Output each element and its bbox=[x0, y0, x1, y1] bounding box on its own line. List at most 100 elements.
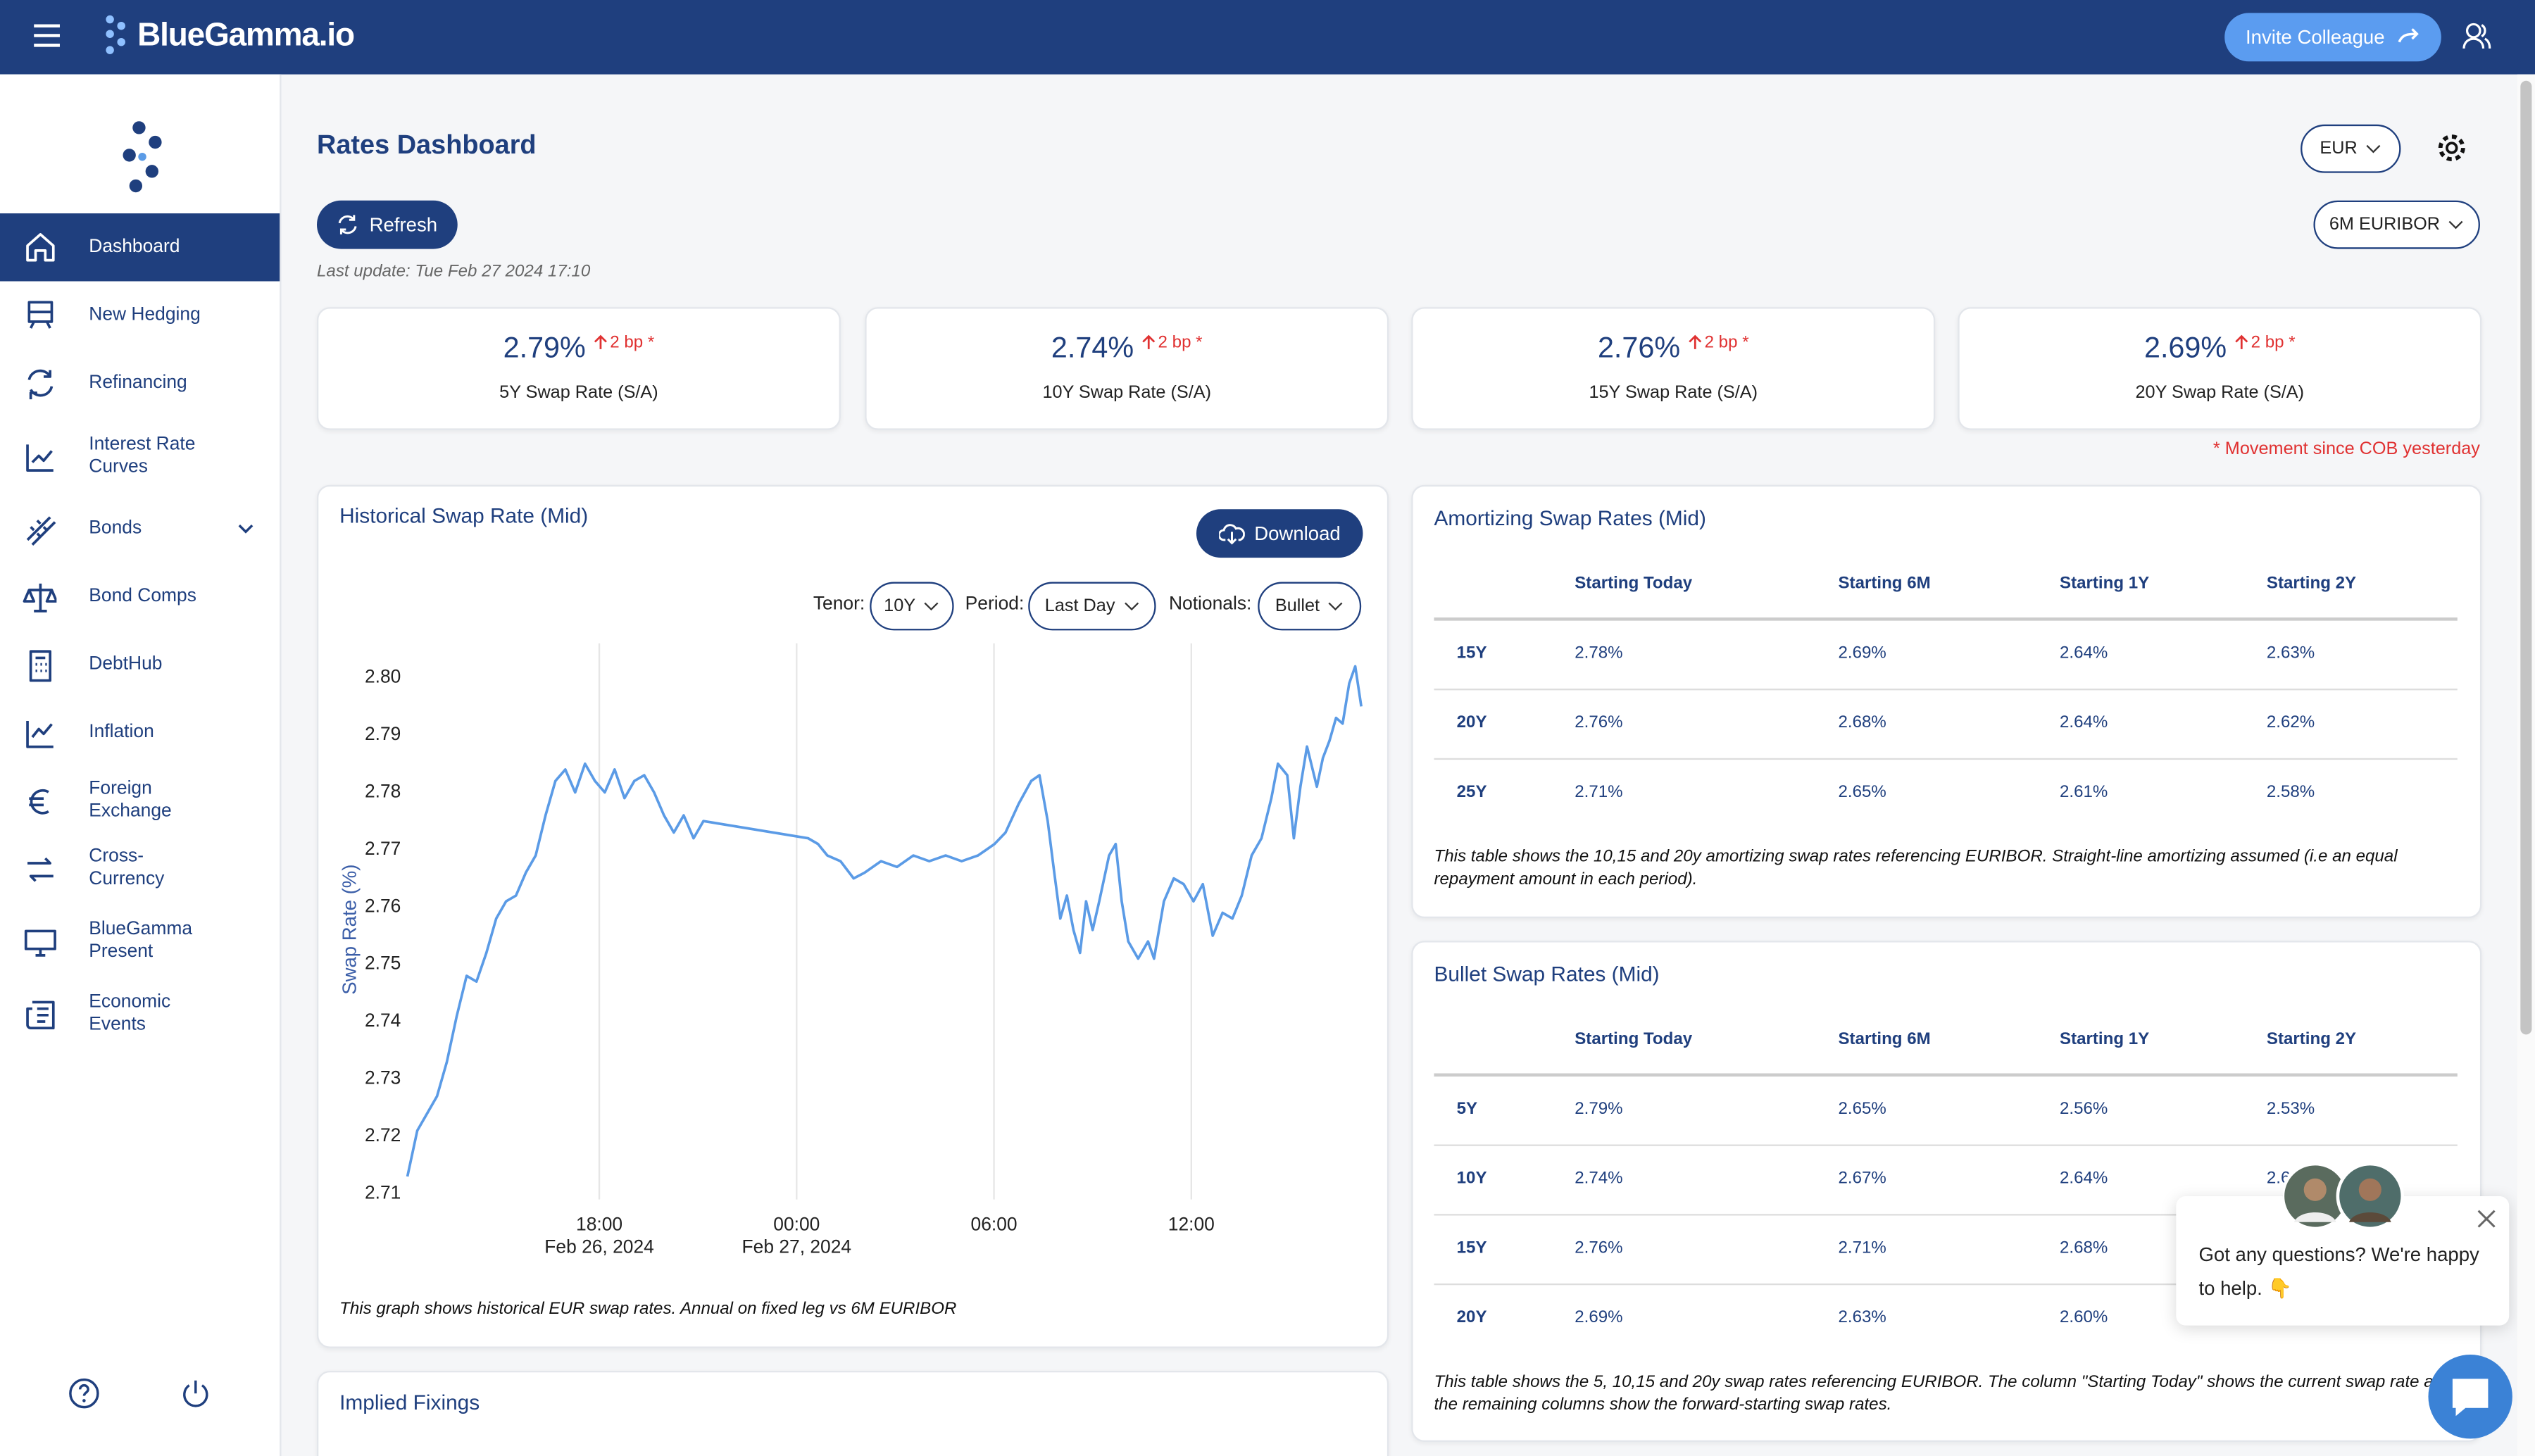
cell: 2.79% bbox=[1575, 1099, 1623, 1119]
cell: 2.71% bbox=[1575, 782, 1623, 802]
refresh-button[interactable]: Refresh bbox=[317, 200, 458, 249]
x-tick-date: Feb 27, 2024 bbox=[742, 1236, 852, 1257]
refresh-icon bbox=[339, 215, 358, 234]
chart-note: This graph shows historical EUR swap rat… bbox=[339, 1299, 956, 1318]
bullet-card: Bullet Swap Rates (Mid) Starting Today Sta… bbox=[1411, 941, 2482, 1442]
y-tick-label: 2.79 bbox=[365, 723, 401, 744]
row-rule bbox=[1434, 1283, 2458, 1286]
column-header: Starting 2Y bbox=[2266, 574, 2357, 594]
cell: 2.76% bbox=[1575, 713, 1623, 733]
nav-item[interactable]: Cross-Currency bbox=[0, 834, 280, 902]
chat-launcher[interactable] bbox=[2427, 1353, 2514, 1441]
nav-label: Economic Events bbox=[89, 992, 171, 1035]
nav-icon bbox=[27, 857, 54, 882]
logout-icon[interactable] bbox=[180, 1377, 212, 1410]
index-select[interactable]: 6M EURIBOR bbox=[2313, 200, 2480, 249]
header-rule bbox=[1434, 617, 2458, 621]
nav-icon bbox=[26, 1000, 55, 1030]
y-tick-label: 2.71 bbox=[365, 1181, 401, 1203]
nav-icon-path bbox=[26, 1000, 55, 1030]
nav-item[interactable]: BlueGamma Present bbox=[0, 907, 280, 974]
row-tenor: 15Y bbox=[1456, 643, 1487, 663]
row-tenor: 25Y bbox=[1456, 782, 1487, 802]
header-rule bbox=[1434, 1073, 2458, 1077]
nav-item[interactable]: Bond Comps bbox=[0, 563, 280, 630]
column-header: Starting 1Y bbox=[2060, 574, 2150, 594]
table-note: This table shows the 10,15 and 20y amort… bbox=[1434, 847, 2398, 889]
rate-card: 2.76% 2 bp * 15Y Swap Rate (S/A) bbox=[1411, 307, 1936, 430]
nav-item[interactable]: Interest Rate Curves bbox=[0, 422, 280, 489]
scrollbar-thumb[interactable] bbox=[2520, 80, 2532, 1035]
nav-label: Interest Rate Curves bbox=[89, 434, 196, 477]
up-arrow-path bbox=[2235, 334, 2248, 349]
implied-fixings-card: Implied Fixings bbox=[317, 1370, 1389, 1456]
cell: 2.62% bbox=[2266, 713, 2315, 733]
rate-row: 2.74% 2 bp * bbox=[867, 332, 1387, 365]
row-tenor: 5Y bbox=[1456, 1099, 1478, 1119]
nav-item[interactable]: Economic Events bbox=[0, 979, 280, 1047]
rate-card: 2.74% 2 bp * 10Y Swap Rate (S/A) bbox=[865, 307, 1389, 430]
up-arrow bbox=[2235, 334, 2248, 349]
rate-label: 5Y Swap Rate (S/A) bbox=[499, 383, 658, 403]
cell: 2.60% bbox=[2060, 1307, 2108, 1327]
chat-popup[interactable]: Got any questions? We're happy to help. … bbox=[2176, 1195, 2510, 1326]
row-rule bbox=[1434, 1214, 2458, 1216]
nav-item[interactable]: Dashboard bbox=[0, 213, 280, 282]
settings-icon[interactable] bbox=[2435, 131, 2469, 165]
nav-icon bbox=[24, 929, 56, 957]
arrow-icon bbox=[2398, 28, 2419, 43]
control-select[interactable]: Last Day bbox=[1028, 582, 1156, 631]
currency-select[interactable]: EUR bbox=[2301, 124, 2401, 173]
download-label: Download bbox=[1254, 522, 1341, 545]
nav-icon-path bbox=[29, 789, 49, 815]
rate-label: 15Y Swap Rate (S/A) bbox=[1589, 383, 1758, 403]
rate-change-text: 2 bp * bbox=[2251, 332, 2296, 353]
cell: 2.63% bbox=[2266, 643, 2315, 663]
up-arrow bbox=[594, 334, 608, 349]
nav-item[interactable]: DebtHub bbox=[0, 630, 280, 698]
nav-item[interactable]: New Hedging bbox=[0, 281, 280, 349]
rate-card: 2.69% 2 bp * 20Y Swap Rate (S/A) bbox=[1958, 307, 2482, 430]
scrollbar-track bbox=[2517, 74, 2535, 1456]
rate-row: 2.76% 2 bp * bbox=[1413, 332, 1934, 365]
control-select[interactable]: Bullet bbox=[1258, 582, 1362, 631]
nav-label: BlueGamma Present bbox=[89, 920, 193, 962]
row-rule bbox=[1434, 689, 2458, 691]
chevron-path bbox=[925, 602, 939, 611]
close-icon[interactable] bbox=[2477, 1209, 2496, 1229]
cell: 2.63% bbox=[1838, 1307, 1886, 1327]
row-tenor: 10Y bbox=[1456, 1168, 1487, 1188]
nav-icon bbox=[27, 301, 54, 329]
y-tick-label: 2.76 bbox=[365, 895, 401, 916]
row-rule bbox=[1434, 758, 2458, 760]
nav-icon-path bbox=[26, 516, 56, 546]
cell: 2.65% bbox=[1838, 782, 1886, 802]
chevron bbox=[925, 602, 939, 611]
cell: 2.53% bbox=[2266, 1099, 2315, 1119]
control-label: Notionals: bbox=[1168, 594, 1252, 615]
column-header: Starting 1Y bbox=[2060, 1029, 2150, 1050]
nav-icon-path bbox=[29, 650, 52, 682]
rate-row: 2.69% 2 bp * bbox=[1960, 332, 2480, 365]
currency-value: EUR bbox=[2320, 139, 2358, 159]
chevron-path bbox=[1329, 602, 1344, 611]
nav-item[interactable]: Inflation bbox=[0, 698, 280, 766]
x-tick-label: 00:00 bbox=[773, 1213, 820, 1234]
control-select[interactable]: 10Y bbox=[870, 582, 954, 631]
chevron bbox=[1124, 602, 1139, 611]
y-axis-label: Swap Rate (%) bbox=[338, 865, 360, 995]
up-arrow bbox=[1689, 334, 1702, 349]
row-tenor: 20Y bbox=[1456, 713, 1487, 733]
download-button[interactable]: Download bbox=[1196, 509, 1363, 558]
invite-button[interactable]: Invite Colleague bbox=[2224, 13, 2441, 62]
menu-icon[interactable] bbox=[32, 23, 61, 49]
nav-icon-path bbox=[26, 233, 55, 262]
sidebar-logo bbox=[123, 121, 162, 193]
nav-item[interactable]: Bonds bbox=[0, 495, 280, 563]
user-icon[interactable] bbox=[2462, 23, 2491, 51]
rate-card: 2.79% 2 bp * 5Y Swap Rate (S/A) bbox=[317, 307, 841, 430]
help-icon[interactable] bbox=[68, 1377, 100, 1410]
nav-item[interactable]: Foreign Exchange bbox=[0, 766, 280, 834]
nav-item[interactable]: Refinancing bbox=[0, 349, 280, 417]
